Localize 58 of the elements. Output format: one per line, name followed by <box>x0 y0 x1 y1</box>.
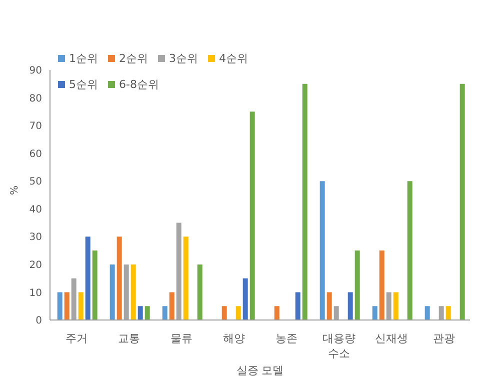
bar <box>183 236 188 320</box>
y-tick-label: 10 <box>29 288 42 299</box>
legend-label: 6-8순위 <box>119 78 159 91</box>
y-tick-label: 60 <box>29 148 42 160</box>
bar <box>320 181 325 320</box>
bar <box>144 306 150 320</box>
y-tick-label: 70 <box>29 121 42 132</box>
bar <box>242 278 248 320</box>
y-tick-label: 40 <box>29 204 42 216</box>
x-tick-label: 물류 <box>170 332 192 345</box>
legend-label: 4순위 <box>219 52 248 65</box>
x-tick-label: 관광 <box>432 332 455 345</box>
y-tick-label: 20 <box>29 260 42 271</box>
legend-label: 5순위 <box>69 78 98 91</box>
bar <box>446 306 451 320</box>
y-tick-label: 30 <box>29 232 42 244</box>
bar <box>92 250 98 320</box>
bar <box>236 306 241 320</box>
y-tick-label: 90 <box>29 66 42 77</box>
bar <box>274 306 280 320</box>
bar <box>460 84 465 320</box>
bar <box>64 292 70 320</box>
x-axis-title: 실증 모델 <box>236 364 284 377</box>
bar <box>372 306 378 320</box>
x-tick-label: 신재생 <box>374 332 408 345</box>
bar <box>222 306 227 320</box>
bar <box>393 292 398 320</box>
x-tick-label: 농존 <box>275 332 298 345</box>
y-tick-label: 0 <box>36 316 42 327</box>
x-tick-label: 대용량 수소 <box>322 332 356 360</box>
bar <box>130 264 136 320</box>
bar <box>110 264 115 320</box>
bar <box>348 292 353 320</box>
y-tick-label: 50 <box>29 176 42 188</box>
bar <box>197 264 202 320</box>
bar <box>302 84 308 320</box>
bar <box>407 181 412 320</box>
bar <box>379 250 384 320</box>
x-tick-label: 해양 <box>222 332 245 345</box>
bar <box>295 292 300 320</box>
bar <box>57 292 62 320</box>
bar <box>354 250 360 320</box>
bar <box>162 306 168 320</box>
bar <box>169 292 174 320</box>
bar <box>326 292 332 320</box>
legend-label: 3순위 <box>169 52 198 65</box>
y-axis-title: % <box>10 185 21 195</box>
bar <box>78 292 84 320</box>
bar <box>138 306 143 320</box>
bar <box>250 112 255 320</box>
bar <box>424 306 430 320</box>
bar <box>116 236 122 320</box>
x-tick-label: 교통 <box>118 332 140 345</box>
bar <box>85 236 90 320</box>
y-tick-label: 80 <box>29 93 42 104</box>
legend-label: 2순위 <box>119 52 148 65</box>
legend-label: 1순위 <box>69 52 98 65</box>
x-tick-label: 주거 <box>65 332 88 345</box>
